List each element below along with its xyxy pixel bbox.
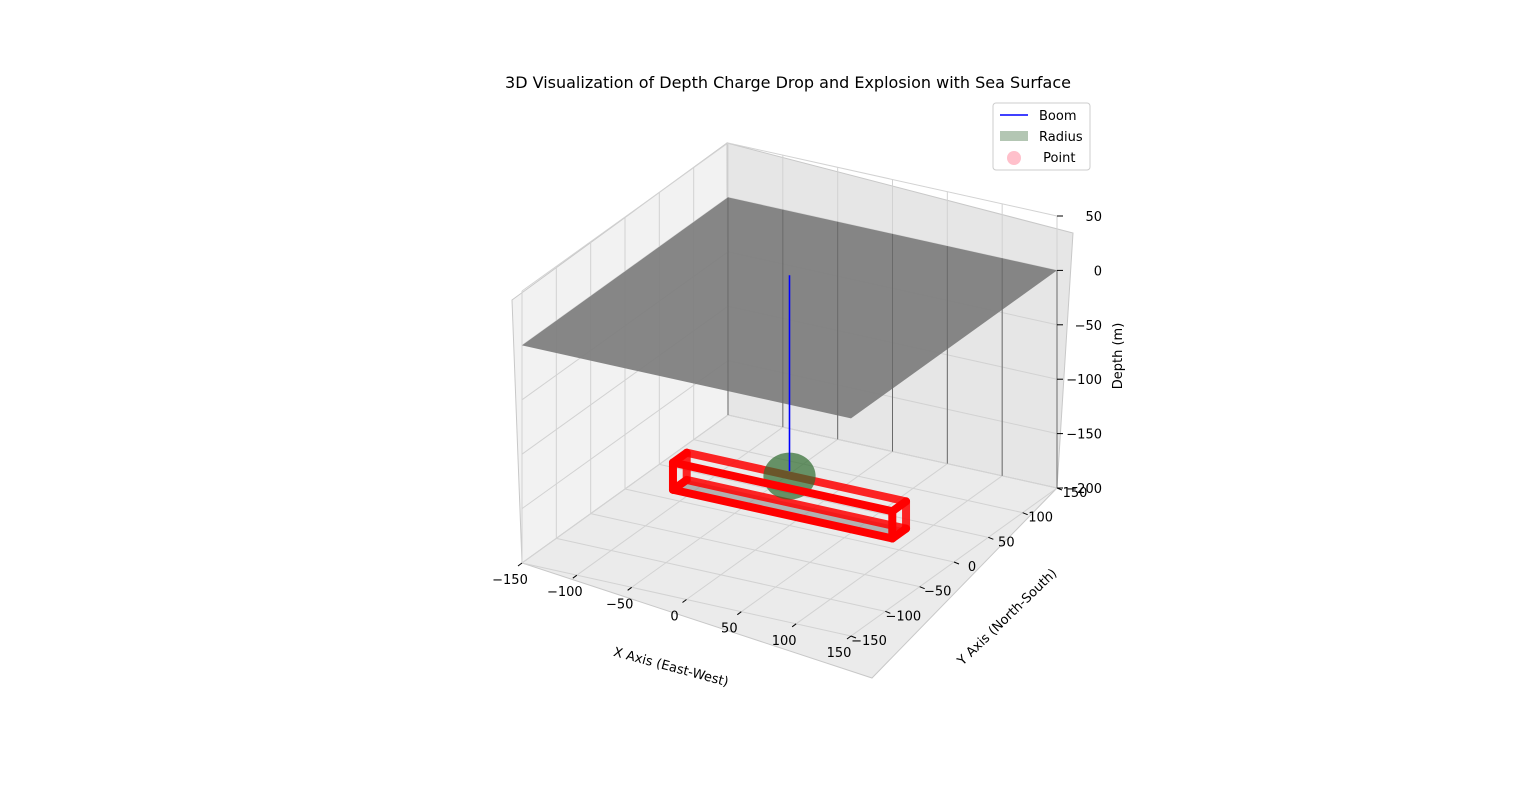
target-box-edge [888, 524, 911, 543]
x-tick-mark [627, 586, 632, 591]
x-tick-label: 0 [670, 610, 678, 625]
y-tick-mark [919, 586, 925, 590]
tick-labels: −150−100−50050100150−150−100−50050100150… [492, 210, 1102, 661]
y-tick-label: 0 [968, 560, 976, 575]
floor-grid-y [624, 488, 955, 563]
z-tick-label: 50 [1085, 210, 1102, 225]
legend: Boom Radius Point [992, 102, 1091, 171]
target-box-edge [668, 485, 897, 543]
x-tick-label: 150 [827, 646, 852, 661]
y-tick-label: −50 [924, 585, 951, 600]
x-tick-label: −150 [492, 573, 528, 588]
x-tick-mark [737, 611, 742, 616]
y-axis-label: Y Axis (North-South) [954, 566, 1060, 669]
floor-grid-y [590, 513, 920, 588]
x-tick-mark [572, 574, 578, 579]
left-wall-grid-z [521, 142, 729, 292]
target-box-edge [668, 448, 691, 467]
z-tick-label: −100 [1066, 373, 1102, 388]
x-tick-label: −100 [547, 585, 583, 600]
y-tick-label: 100 [1028, 511, 1053, 526]
x-tick-label: 100 [772, 634, 797, 649]
legend-radius-label: Radius [1039, 130, 1083, 145]
target-box-edge [668, 475, 691, 494]
y-tick-label: 50 [998, 535, 1015, 550]
x-tick-label: −50 [606, 597, 633, 612]
x-tick-mark [517, 562, 523, 567]
z-tick-label: −150 [1066, 428, 1102, 443]
x-tick-label: 50 [721, 622, 738, 637]
x-axis-label: X Axis (East-West) [612, 645, 730, 690]
y-tick-mark [850, 635, 857, 639]
floor-grid-y [556, 537, 886, 612]
floor-grid-y [693, 439, 1023, 514]
target-box-edge [668, 458, 897, 516]
y-tick-mark [885, 610, 891, 614]
target-box-bottom-face [673, 479, 906, 539]
target-box-edge [888, 497, 911, 516]
y-tick-mark [1022, 512, 1028, 516]
y-tick-label: −100 [885, 609, 921, 624]
y-tick-mark [953, 561, 960, 565]
legend-point-label: Point [1039, 151, 1075, 166]
z-tick-label: −200 [1066, 482, 1102, 497]
right-wall-grid-z [727, 142, 1058, 217]
floor-grid-y [659, 463, 989, 538]
y-tick-label: 150 [1063, 486, 1088, 501]
left-wall-grid-z [521, 414, 729, 564]
z-tick-label: 0 [1094, 264, 1102, 279]
legend-radius-swatch [1000, 131, 1028, 141]
legend-point-swatch [1007, 151, 1021, 165]
z-axis-label: Depth (m) [1111, 323, 1126, 390]
x-tick-mark [791, 623, 797, 628]
x-tick-mark [682, 599, 687, 603]
target-box-edge [682, 475, 911, 533]
y-tick-label: −150 [851, 634, 887, 649]
z-tick-label: −50 [1075, 319, 1102, 334]
target-box-front [668, 448, 911, 543]
x-tick-mark [846, 635, 852, 640]
left-wall-grid-z [521, 360, 729, 510]
chart-title: 3D Visualization of Depth Charge Drop an… [505, 73, 1071, 92]
y-tick-mark [988, 536, 994, 540]
legend-boom-label: Boom [1039, 109, 1077, 124]
